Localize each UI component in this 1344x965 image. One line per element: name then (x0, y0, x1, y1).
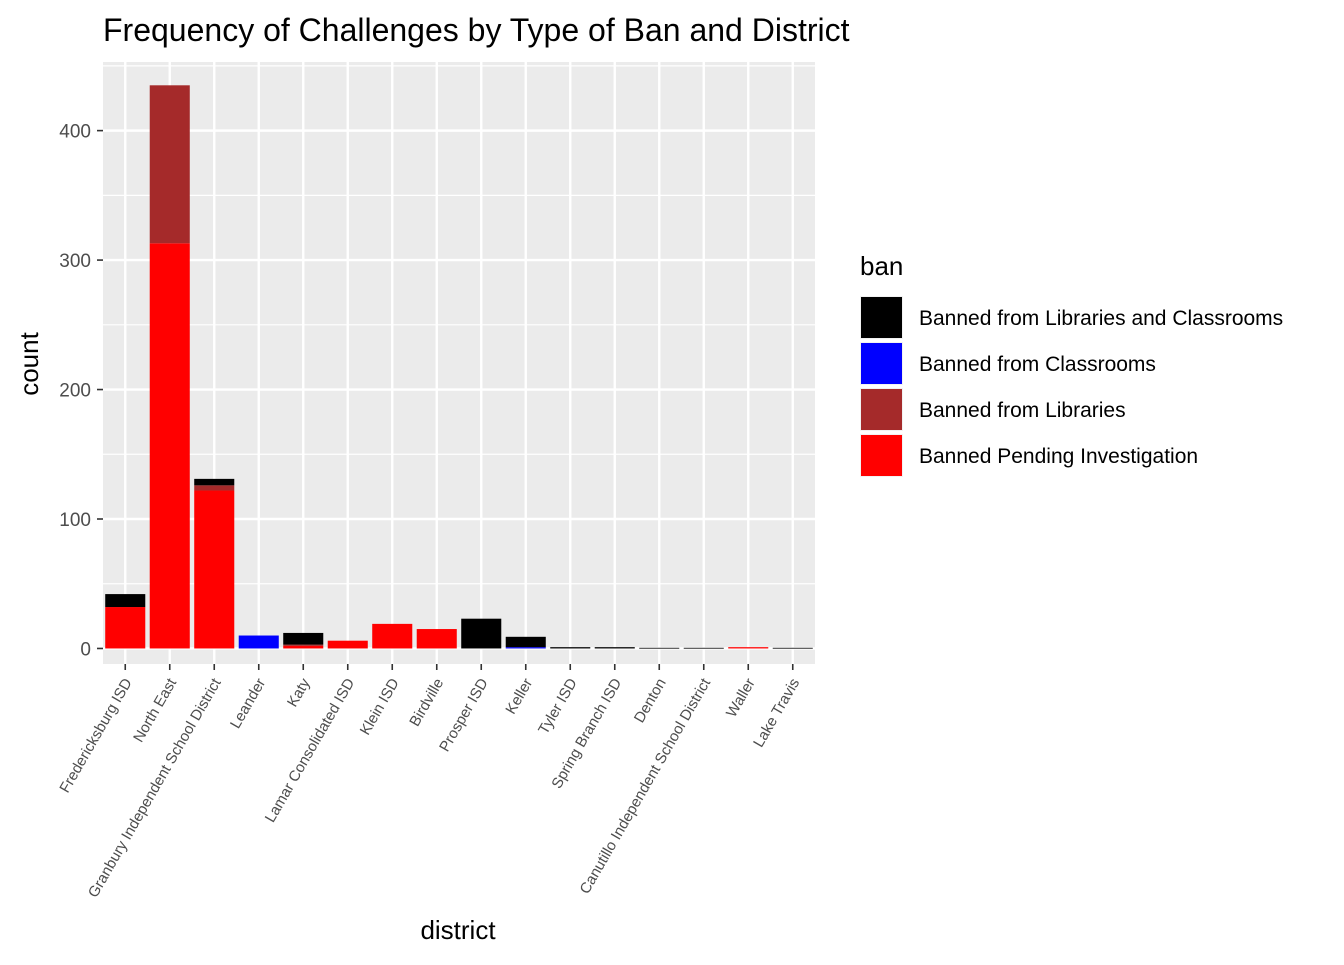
bar-leander-banned-from-classrooms (238, 635, 279, 649)
legend-label-banned-pending-investigation: Banned Pending Investigation (919, 445, 1198, 468)
x-tick-label: Katy (284, 675, 314, 710)
bar-north-east-banned-pending-investigation (149, 243, 190, 649)
x-tick-label: Lamar Consolidated ISD (262, 675, 359, 825)
y-tick-label: 200 (59, 381, 91, 402)
y-axis: 0 100 200 300 400 (59, 122, 103, 660)
bar-lamar-consolidated-isd-banned-pending-investigation (327, 640, 368, 649)
bar-spring-branch-isd-banned-from-libraries-and-classrooms (594, 647, 635, 649)
bar-keller-banned-from-classrooms (505, 647, 546, 649)
legend: ban Banned from Libraries and Classrooms… (860, 251, 1283, 477)
bar-prosper-isd-banned-from-libraries-and-classrooms (461, 618, 502, 649)
y-tick-label: 400 (59, 122, 91, 143)
bar-canutillo-independent-school-district-banned-from-libraries-and-classrooms (683, 647, 724, 649)
bar-tyler-isd-banned-from-libraries-and-classrooms (550, 647, 591, 649)
chart-title: Frequency of Challenges by Type of Ban a… (103, 12, 850, 48)
x-tick-label: Fredericksburg ISD (56, 675, 135, 796)
legend-swatch-banned-from-libraries-and-classrooms (861, 297, 902, 338)
bar-denton-banned-from-libraries-and-classrooms (639, 647, 680, 649)
x-tick-label: Keller (502, 676, 536, 718)
bar-waller-banned-pending-investigation (728, 647, 769, 649)
bar-fredericksburg-isd-banned-from-libraries-and-classrooms (105, 594, 146, 608)
bar-granbury-independent-school-district-banned-from-libraries (194, 485, 235, 491)
bar-klein-isd-banned-pending-investigation (372, 623, 413, 649)
bar-birdville-banned-pending-investigation (416, 629, 457, 649)
grid-lines (103, 62, 815, 664)
legend-swatch-banned-from-libraries (861, 389, 902, 430)
bar-keller-banned-from-libraries-and-classrooms (505, 636, 546, 648)
x-tick-label: Denton (631, 676, 670, 726)
legend-label-banned-from-libraries-and-classrooms: Banned from Libraries and Classrooms (919, 307, 1283, 330)
x-tick-label: Klein ISD (357, 675, 403, 738)
bar-lake-travis-banned-from-libraries-and-classrooms (772, 647, 813, 649)
x-tick-label: Leander (227, 676, 269, 732)
x-tick-label: Waller (723, 676, 759, 721)
y-tick-label: 0 (80, 639, 91, 660)
bar-katy-banned-from-libraries-and-classrooms (283, 632, 324, 645)
bars (105, 85, 813, 649)
legend-swatch-banned-from-classrooms (861, 343, 902, 384)
bar-katy-banned-pending-investigation (283, 645, 324, 649)
x-tick-label: Birdville (406, 676, 447, 730)
bar-north-east-banned-from-libraries (149, 85, 190, 244)
legend-label-banned-from-classrooms: Banned from Classrooms (919, 353, 1156, 376)
x-tick-label: North East (130, 675, 181, 746)
y-axis-title: count (14, 331, 44, 395)
legend-swatch-banned-pending-investigation (861, 435, 902, 476)
bar-granbury-independent-school-district-banned-from-libraries-and-classrooms (194, 478, 235, 486)
y-tick-label: 300 (59, 251, 91, 272)
y-tick-label: 100 (59, 510, 91, 531)
x-tick-label: Lake Travis (750, 676, 803, 751)
legend-title: ban (860, 251, 903, 281)
x-tick-label: Tyler ISD (535, 675, 581, 737)
bar-granbury-independent-school-district-banned-pending-investigation (194, 490, 235, 649)
bar-fredericksburg-isd-banned-pending-investigation (105, 607, 146, 649)
legend-label-banned-from-libraries: Banned from Libraries (919, 399, 1126, 422)
x-axis-title: district (420, 915, 496, 945)
bar-katy-banned-from-libraries (283, 644, 324, 646)
